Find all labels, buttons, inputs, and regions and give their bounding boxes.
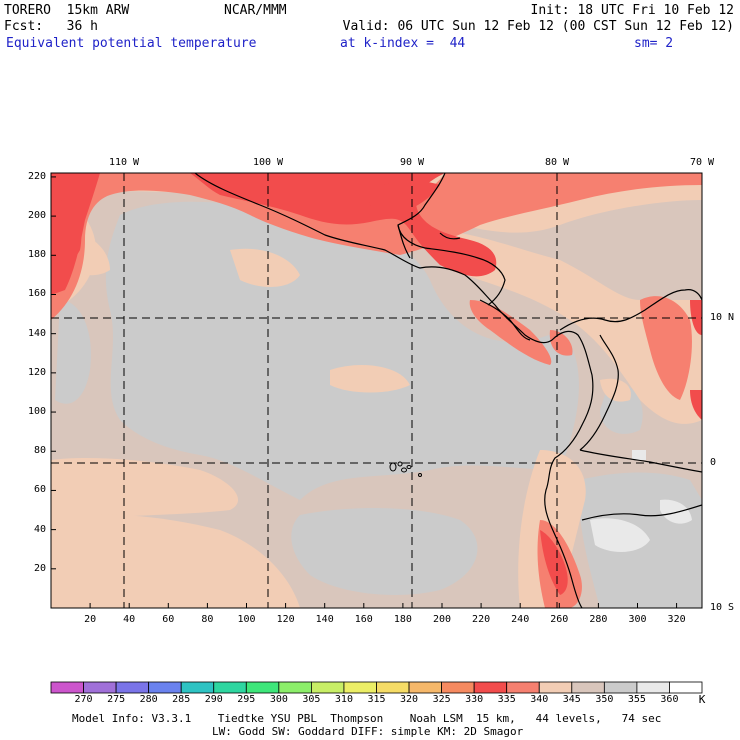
grid-index-label: 200 — [27, 210, 46, 222]
colorbar-swatch — [473, 681, 508, 694]
axis-ticks — [51, 176, 678, 608]
grid-index-label: 280 — [589, 614, 608, 625]
colorbar-swatch — [83, 681, 117, 694]
colorbar-swatch — [376, 681, 410, 694]
field-name: Equivalent potential temperature — [6, 36, 257, 51]
colorbar-swatch — [538, 681, 573, 694]
colorbar-swatch — [669, 681, 703, 694]
grid-index-label: 300 — [628, 614, 647, 625]
colorbar-label: 320 — [400, 694, 419, 705]
latlon-grid — [51, 173, 702, 608]
colorbar-label: 350 — [595, 694, 614, 705]
grid-index-label: 140 — [27, 327, 46, 339]
colorbar-label: 300 — [269, 694, 288, 705]
grid-index-label: 100 — [237, 614, 256, 625]
colorbar-label: 325 — [432, 694, 451, 705]
grid-index-label: 80 — [33, 445, 46, 457]
grid-index-label: 180 — [393, 614, 412, 625]
colorbar-label: 290 — [204, 694, 223, 705]
grid-index-label: 240 — [511, 614, 530, 625]
colorbar-swatch — [506, 681, 540, 694]
grid-index-label: 40 — [33, 523, 46, 535]
colorbar-label: 280 — [139, 694, 158, 705]
colorbar-label: 335 — [497, 694, 516, 705]
valid-time: Valid: 06 UTC Sun 12 Feb 12 (00 CST Sun … — [342, 19, 734, 34]
grid-index-label: 20 — [84, 614, 97, 625]
grid-index-label: 120 — [27, 366, 46, 378]
grid-index-label: 40 — [123, 614, 136, 625]
colorbar-swatch — [278, 681, 312, 694]
longitude-label: 80 W — [544, 157, 570, 168]
grid-index-label: 80 — [201, 614, 214, 625]
colorbar-swatch — [571, 681, 605, 694]
forecast-hour: Fcst: 36 h — [4, 19, 98, 34]
grid-index-label: 220 — [27, 170, 46, 182]
grid-index-label: 260 — [550, 614, 569, 625]
colorbar-swatch — [50, 681, 84, 694]
colorbar-label: 360 — [660, 694, 679, 705]
grid-index-label: 320 — [667, 614, 686, 625]
colorbar-swatch — [408, 681, 442, 694]
init-time: Init: 18 UTC Fri 10 Feb 12 — [530, 3, 735, 18]
colorbar-label: 340 — [530, 694, 549, 705]
model-title: TORERO 15km ARW — [4, 3, 130, 18]
colorbar-swatch — [213, 681, 247, 694]
grid-index-label: 180 — [27, 249, 46, 261]
latitude-label: 10 N — [710, 312, 735, 323]
grid-index-label: 120 — [276, 614, 295, 625]
colorbar-swatch — [245, 681, 280, 694]
model-info-line1: Model Info: V3.3.1 Tiedtke YSU PBL Thomp… — [72, 712, 662, 725]
colorbar-unit: K — [698, 693, 706, 706]
colorbar-swatch — [180, 681, 215, 694]
theta-e-field — [51, 173, 702, 608]
grid-index-label: 220 — [472, 614, 491, 625]
grid-index-label: 60 — [33, 484, 46, 496]
colorbar-label: 310 — [334, 694, 353, 705]
colorbar-swatch — [115, 681, 150, 694]
coastlines — [194, 173, 702, 608]
grid-index-label: 60 — [162, 614, 175, 625]
colorbar-label: 275 — [107, 694, 126, 705]
colorbar-swatch — [343, 681, 377, 694]
colorbar — [50, 681, 703, 694]
colorbar-label: 345 — [562, 694, 581, 705]
grid-index-label: 20 — [33, 562, 46, 574]
colorbar-label: 270 — [74, 694, 93, 705]
grid-index-label: 160 — [354, 614, 373, 625]
grid-index-label: 160 — [27, 288, 46, 300]
colorbar-swatch — [148, 681, 182, 694]
model-info-line2: LW: Godd SW: Goddard DIFF: simple KM: 2D… — [212, 725, 524, 738]
colorbar-label: 285 — [172, 694, 191, 705]
longitude-label: 90 W — [399, 157, 425, 168]
organization-label: NCAR/MMM — [224, 3, 287, 18]
colorbar-label: 315 — [367, 694, 386, 705]
field-330-regions — [51, 173, 702, 595]
colorbar-label: 295 — [237, 694, 256, 705]
colorbar-label: 305 — [302, 694, 321, 705]
colorbar-swatch — [441, 681, 475, 694]
longitude-label: 110 W — [108, 157, 140, 168]
colorbar-swatch — [603, 681, 638, 694]
colorbar-swatch — [636, 681, 670, 694]
longitude-label: 100 W — [252, 157, 284, 168]
colorbar-label: 355 — [627, 694, 646, 705]
vertical-level: at k-index = 44 — [340, 36, 466, 51]
colorbar-label: 330 — [465, 694, 484, 705]
colorbar-swatch — [310, 681, 345, 694]
longitude-label: 70 W — [689, 157, 715, 168]
grid-index-label: 200 — [432, 614, 452, 625]
latitude-label: 10 S — [710, 602, 735, 613]
grid-index-label: 100 — [27, 406, 46, 418]
field-355-regions — [590, 450, 692, 552]
latitude-label: 0 — [710, 457, 717, 468]
grid-index-label: 140 — [315, 614, 334, 625]
map-frame — [50, 172, 703, 609]
smoothing-label: sm= 2 — [634, 36, 674, 51]
